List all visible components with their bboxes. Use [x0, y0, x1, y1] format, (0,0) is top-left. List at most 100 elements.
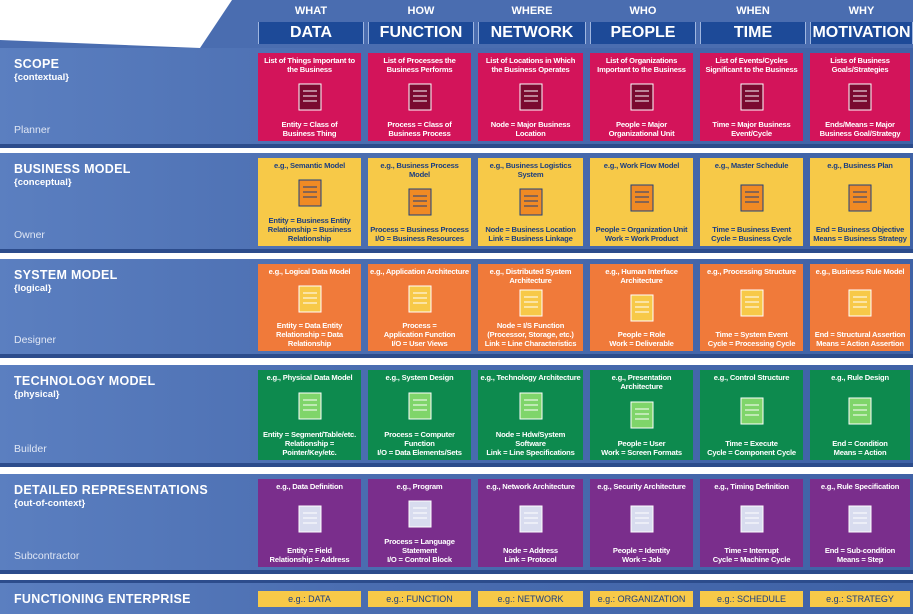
footer-cell: e.g.: NETWORK [478, 591, 583, 607]
cell-definition: Entity = Field Relationship = Address [270, 546, 350, 564]
cell-definition: Process = Business Process I/O = Business… [370, 225, 469, 243]
row-subtitle: {logical} [14, 283, 52, 294]
definition-line: Entity = Class of [281, 120, 338, 129]
column-question: WHO [629, 5, 657, 17]
row-role: Builder [14, 443, 47, 455]
cell-definition: Time = Major Business Event/Cycle [712, 120, 790, 138]
definition-line: Location [515, 129, 546, 138]
cell-icon [519, 188, 542, 216]
cell: e.g., Business Process Model Process = Bu… [368, 158, 471, 246]
row-role: Subcontractor [14, 550, 80, 562]
cell-definition: Time = Execute Cycle = Component Cycle [707, 439, 796, 457]
column-question: WHEN [736, 5, 770, 17]
cell-example: List of Organizations Important to the B… [597, 56, 686, 74]
cell-icon [630, 505, 653, 532]
cell-definition: End = Condition Means = Action [832, 439, 888, 457]
definition-line: People = Role [617, 330, 666, 339]
cell-definition: Time = System Event Cycle = Processing Cy… [708, 330, 796, 348]
definition-line: Ends/Means = Major [825, 120, 895, 129]
cell-example: e.g., Semantic Model [273, 161, 346, 170]
definition-line: End = Structural Assertion [814, 330, 906, 339]
cell-example: e.g., Application Architecture [370, 267, 469, 276]
definition-line: I/O = Control Block [387, 555, 452, 564]
cell-icon [848, 184, 872, 211]
definition-line: Cycle = Business Cycle [711, 234, 792, 243]
column-title: MOTIVATION [810, 22, 913, 44]
definition-line: Application Function [383, 330, 456, 339]
column-question: HOW [407, 5, 435, 17]
cell-definition: Process = Application Function I/O = User … [384, 321, 456, 348]
cell-example: e.g., Physical Data Model [266, 373, 353, 382]
cell-example: e.g., Work Flow Model [603, 161, 680, 170]
cell: e.g., Technology Architecture Node = Hdw/… [478, 370, 583, 460]
definition-line: Cycle = Machine Cycle [712, 555, 791, 564]
footer-cell: e.g.: ORGANIZATION [590, 591, 693, 607]
cell-example: e.g., Distributed System Architecture [489, 267, 572, 285]
cell: e.g., Rule Design End = Condition Means = … [810, 370, 910, 460]
definition-line: Time = Interrupt [724, 546, 779, 555]
definition-line: Process = Class of [387, 120, 452, 129]
definition-line: Entity = Field [287, 546, 332, 555]
cell-icon [740, 289, 763, 317]
cell-definition: People = User Work = Screen Formats [601, 439, 682, 457]
definition-line: Process = Language Statement [384, 537, 455, 555]
definition-line: End = Condition [832, 439, 888, 448]
cell-example: e.g., Business Plan [827, 161, 893, 170]
cell-example: e.g., Control Structure [713, 373, 790, 382]
cell: e.g., Rule Specification End = Sub-condit… [810, 479, 910, 567]
cell: List of Organizations Important to the B… [590, 53, 693, 141]
definition-line: Means = Business Strategy [813, 234, 907, 243]
definition-line: Work = Job [621, 555, 661, 564]
definition-line: Means = Action Assertion [816, 339, 904, 348]
row-role: Planner [14, 124, 51, 136]
cell: e.g., Business Logistics System Node = Bu… [478, 158, 583, 246]
cell-definition: Process = Computer Function I/O = Data El… [370, 430, 469, 457]
definition-line: Process = [402, 321, 437, 330]
definition-line: Means = Step [836, 555, 884, 564]
cell-icon [740, 184, 763, 211]
cell-example: e.g., Business Rule Model [815, 267, 905, 276]
column-title: DATA [258, 22, 364, 44]
cell: e.g., Timing Definition Time = Interrupt C… [700, 479, 803, 567]
cell-definition: Node = Hdw/System Software Link = Line Sp… [480, 430, 581, 457]
cell-example: List of Locations in Which the Business … [485, 56, 576, 74]
definition-line: Node = I/S Function [496, 321, 565, 330]
definition-line: Business Thing [282, 129, 337, 138]
cell: Lists of Business Goals/Strategies Ends/M… [810, 53, 910, 141]
cell-definition: Process = Language Statement I/O = Contro… [370, 537, 469, 564]
definition-line: Time = Major Business [712, 120, 791, 129]
cell-definition: Node = Business Location Link = Business … [485, 225, 576, 243]
footer-cell: e.g.: FUNCTION [368, 591, 471, 607]
cell-example: e.g., Data Definition [276, 482, 343, 491]
cell-example: e.g., Processing Structure [707, 267, 796, 276]
cell-icon [740, 397, 763, 424]
row-subtitle: {conceptual} [14, 177, 72, 188]
cell-definition: People = Organization Unit Work = Work Pr… [596, 225, 688, 243]
cell-icon [298, 285, 321, 312]
cell-example: e.g., Business Logistics System [489, 161, 572, 179]
cell-definition: Entity = Segment/Table/etc. Relationship … [260, 430, 359, 457]
cell: e.g., Network Architecture Node = Address… [478, 479, 583, 567]
cell-icon [740, 83, 763, 111]
cell-icon [298, 392, 321, 420]
definition-line: Link = Business Linkage [488, 234, 573, 243]
definition-line: I/O = Data Elements/Sets [377, 448, 462, 457]
cell: e.g., Application Architecture Process = A… [368, 264, 471, 351]
cell-definition: Node = I/S Function (Processor, Storage, … [484, 321, 577, 348]
cell: e.g., Master Schedule Time = Business Eve… [700, 158, 803, 246]
definition-line: Process = Business Process [370, 225, 469, 234]
cell-definition: Ends/Means = Major Business Goal/Strategy [820, 120, 901, 138]
cell-icon [408, 285, 431, 312]
definition-line: Link = Line Characteristics [484, 339, 577, 348]
column-question: WHERE [511, 5, 553, 17]
definition-line: People = Identity [612, 546, 671, 555]
cell-example: e.g., Technology Architecture [480, 373, 581, 382]
cell: e.g., Semantic Model Entity = Business En… [258, 158, 361, 246]
cell: e.g., Physical Data Model Entity = Segmen… [258, 370, 361, 460]
cell: e.g., Human Interface Architecture People… [590, 264, 693, 351]
row-title: SCOPE [14, 57, 60, 71]
row-subtitle: {physical} [14, 389, 60, 400]
column-title: PEOPLE [590, 22, 696, 44]
cell-example: e.g., Master Schedule [714, 161, 789, 170]
cell-definition: End = Structural Assertion Means = Action… [815, 330, 906, 348]
